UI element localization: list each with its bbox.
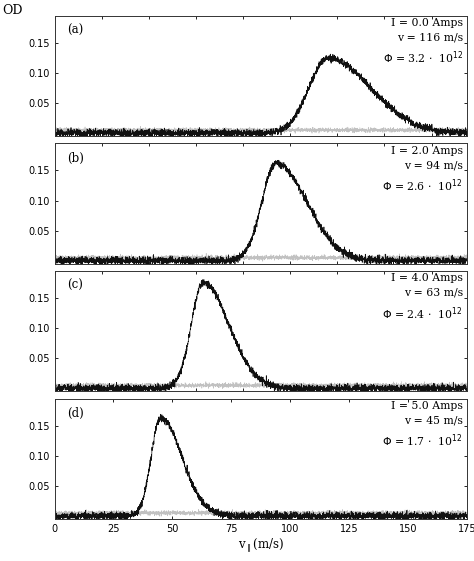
X-axis label: v$_{\parallel}$(m/s): v$_{\parallel}$(m/s) bbox=[238, 536, 283, 554]
Text: (a): (a) bbox=[67, 24, 83, 37]
Text: (d): (d) bbox=[67, 407, 83, 420]
Text: I = 2.0 Amps
v = 94 m/s
$\Phi$ = 2.6 $\cdot$  10$^{12}$: I = 2.0 Amps v = 94 m/s $\Phi$ = 2.6 $\c… bbox=[382, 146, 463, 194]
Text: OD: OD bbox=[2, 4, 23, 17]
Text: (b): (b) bbox=[67, 151, 84, 165]
Text: (c): (c) bbox=[67, 279, 83, 292]
Text: I = 0.0 Amps
v = 116 m/s
$\Phi$ = 3.2 $\cdot$  10$^{12}$: I = 0.0 Amps v = 116 m/s $\Phi$ = 3.2 $\… bbox=[383, 18, 463, 66]
Text: I = 4.0 Amps
v = 63 m/s
$\Phi$ = 2.4 $\cdot$  10$^{12}$: I = 4.0 Amps v = 63 m/s $\Phi$ = 2.4 $\c… bbox=[382, 273, 463, 321]
Text: I = 5.0 Amps
v = 45 m/s
$\Phi$ = 1.7 $\cdot$  10$^{12}$: I = 5.0 Amps v = 45 m/s $\Phi$ = 1.7 $\c… bbox=[382, 401, 463, 449]
